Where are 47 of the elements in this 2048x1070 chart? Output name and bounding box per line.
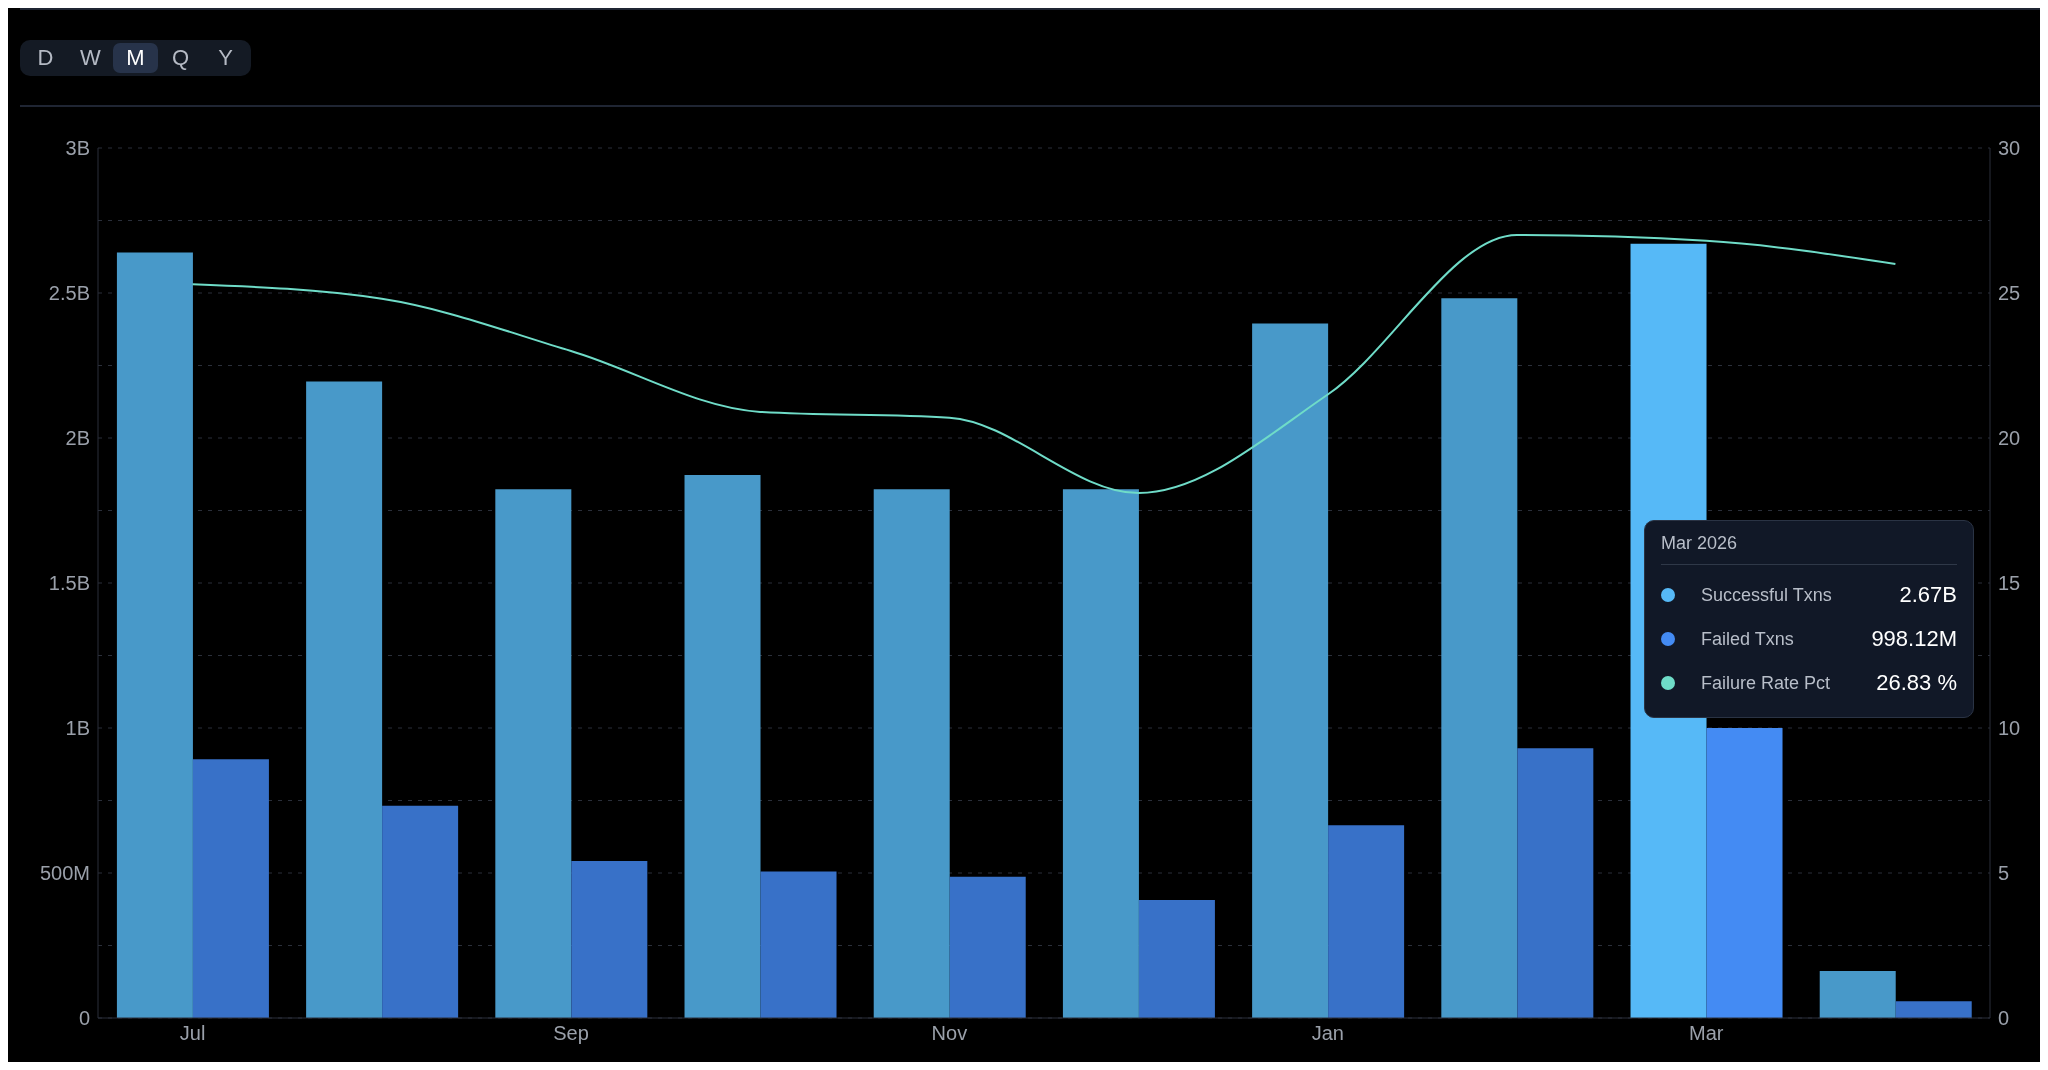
annotation: Mar 2026 xyxy=(1661,533,1957,565)
bar xyxy=(192,759,269,1018)
y-tick-label: 0 xyxy=(78,1007,90,1030)
bar xyxy=(1706,728,1783,1018)
y-tick-label: 2B xyxy=(65,427,90,450)
bar xyxy=(760,871,837,1018)
x-tick-label: Sep xyxy=(553,1022,589,1045)
y2-tick-label: 15 xyxy=(1998,572,2021,595)
y2-tick-label: 10 xyxy=(1998,717,2021,740)
bar xyxy=(1517,748,1594,1018)
bar xyxy=(684,475,761,1018)
y2-tick-label: 5 xyxy=(1998,862,2010,885)
y-tick-label: 2.5B xyxy=(48,282,90,305)
legend-label: Failed Txns xyxy=(1701,628,1795,650)
bar xyxy=(1062,489,1139,1018)
bar xyxy=(382,805,459,1018)
period-toggle: D W M Q Y xyxy=(20,40,251,76)
bar xyxy=(306,381,383,1018)
legend-label: Successful Txns xyxy=(1701,584,1833,606)
y-tick-label: 1.5B xyxy=(48,572,90,595)
y2-tick-label: 25 xyxy=(1998,282,2021,305)
bar xyxy=(495,489,572,1018)
y-tick-label: 500M xyxy=(39,862,90,885)
bar xyxy=(873,489,950,1018)
x-tick-label: Nov xyxy=(931,1022,968,1045)
x-tick-label: Jul xyxy=(179,1022,206,1045)
bar xyxy=(1895,1001,1972,1018)
x-tick-label: Mar xyxy=(1688,1022,1724,1045)
bar xyxy=(949,876,1026,1018)
y2-tick-label: 20 xyxy=(1998,427,2021,450)
annotation: 26.83 % xyxy=(1876,670,1957,696)
y-tick-label: 3B xyxy=(65,137,90,160)
line-series xyxy=(191,234,1897,495)
bar xyxy=(1328,825,1405,1018)
y-tick-label: 1B xyxy=(65,717,90,740)
y2-tick-label: 30 xyxy=(1998,137,2021,160)
annotation: 998.12M xyxy=(1871,626,1957,652)
bar xyxy=(116,252,193,1018)
y2-tick-label: 0 xyxy=(1998,1007,2010,1030)
bar xyxy=(571,861,648,1018)
bar xyxy=(1819,971,1896,1018)
x-tick-label: Jan xyxy=(1311,1022,1344,1045)
bar xyxy=(1252,323,1329,1018)
bar xyxy=(1441,298,1518,1018)
legend-label: Failure Rate Pct xyxy=(1701,672,1832,694)
annotation: 2.67B xyxy=(1899,582,1957,608)
bar xyxy=(1138,899,1215,1018)
